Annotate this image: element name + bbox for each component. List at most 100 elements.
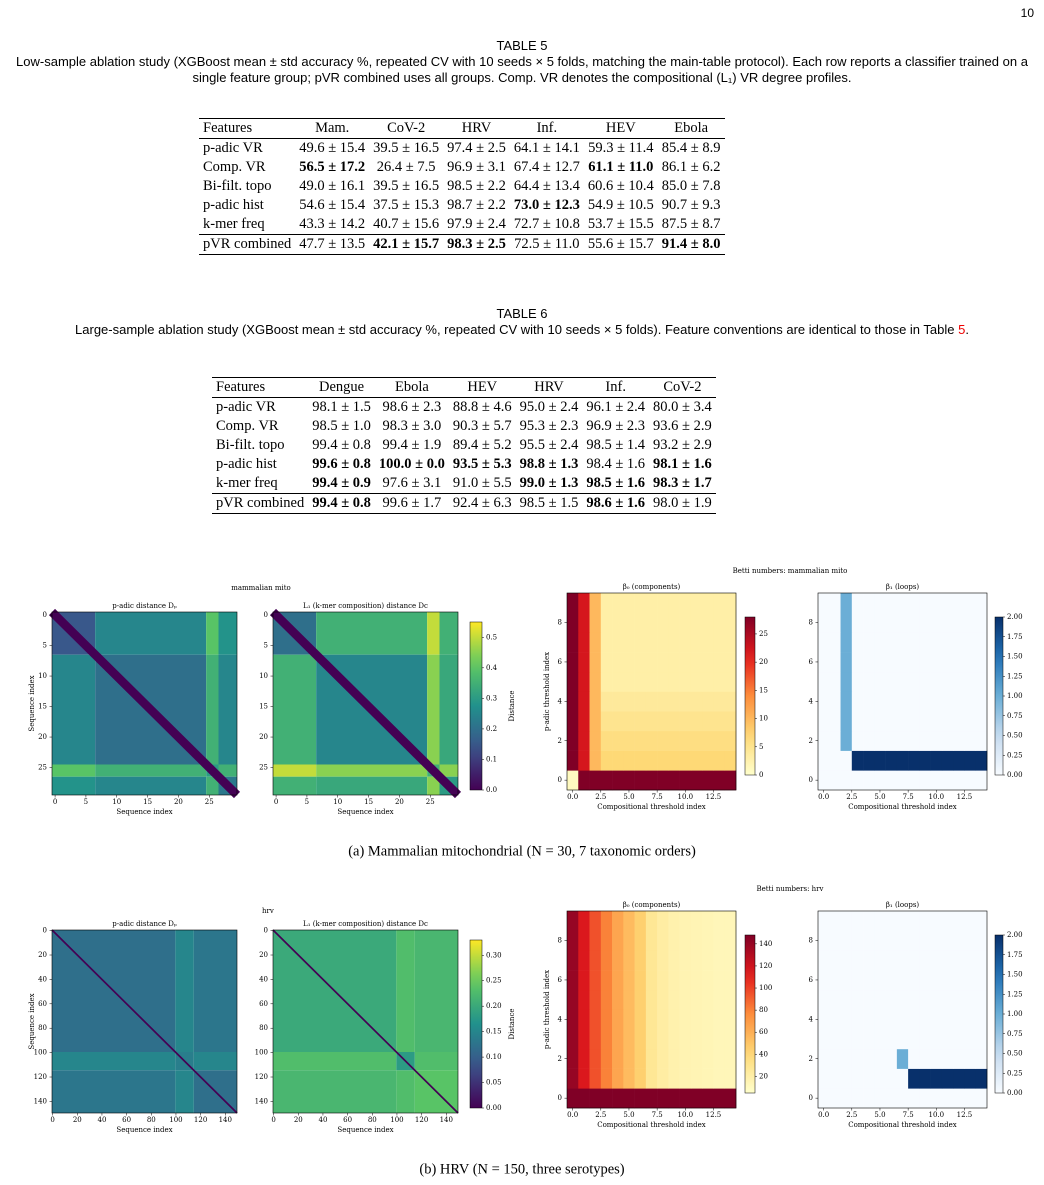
heatmap-cell <box>668 1029 680 1050</box>
row-label: Comp. VR <box>203 159 266 175</box>
cell: 85.4 ± 8.9 <box>661 140 721 156</box>
row: pVR combined 47.7 ± 13.5 42.1 ± 15.7 98.3 ±… <box>199 234 725 255</box>
heatmap-cell <box>679 1029 692 1050</box>
heatmap-cell <box>724 1009 737 1030</box>
heatmap-cell <box>818 612 830 633</box>
cell: 67.4 ± 12.7 <box>513 159 580 175</box>
heatmap-cell <box>908 671 920 692</box>
heatmap-cell <box>885 1029 898 1050</box>
heatmap-cell <box>818 770 830 791</box>
heatmap-cell <box>645 1029 658 1050</box>
heatmap-cell <box>919 970 931 991</box>
heatmap-cell <box>953 989 965 1010</box>
heatmap-cell <box>919 1029 931 1050</box>
heatmap-cell <box>896 950 909 971</box>
heatmap-cell <box>567 632 579 653</box>
x-tick-label: 100 <box>169 1116 182 1124</box>
cell: 86.1 ± 6.2 <box>661 159 721 175</box>
cell: 100.0 ± 0.0 <box>378 456 445 472</box>
heatmap-cell <box>645 730 658 751</box>
heatmap-cell <box>941 593 954 613</box>
heatmap-cell <box>975 711 988 732</box>
heatmap-cell <box>589 770 602 791</box>
heatmap-cell <box>679 750 692 771</box>
heatmap-cell <box>908 730 920 751</box>
cell: 87.5 ± 8.7 <box>661 216 721 232</box>
heatmap-cell <box>645 1068 658 1089</box>
heatmap-cell <box>908 770 920 791</box>
y-tick-label: 60 <box>38 1000 47 1008</box>
cell: 99.6 ± 1.7 <box>382 495 442 511</box>
colorbar <box>744 616 756 776</box>
heatmap-cell <box>818 632 830 653</box>
x-tick-label: 60 <box>122 1116 131 1124</box>
cell: 98.4 ± 1.6 <box>586 456 646 472</box>
y-tick-label: 2 <box>558 1055 562 1063</box>
y-tick-label: 8 <box>809 937 813 945</box>
heatmap-cell <box>829 1068 841 1089</box>
heatmap-cell <box>896 911 909 931</box>
heatmap-block <box>273 1052 397 1071</box>
heatmap-cell <box>930 750 943 771</box>
heatmap-cell <box>863 652 875 673</box>
header-cell: Features <box>216 379 266 395</box>
cell: 98.3 ± 2.5 <box>447 236 506 252</box>
heatmap-cell <box>634 1009 647 1030</box>
table-ref[interactable]: 5 <box>958 322 966 337</box>
heatmap-cell <box>634 1088 647 1109</box>
colorbar-tick-label: 0.05 <box>486 1079 502 1087</box>
x-tick-label: 5.0 <box>623 1111 634 1119</box>
colorbar-tick-label: 10 <box>759 715 768 723</box>
heatmap-cell <box>567 950 579 971</box>
heatmap-cell <box>668 911 680 931</box>
table: Features Mam. CoV-2 HRV Inf. HEV Ebola p-adic V… <box>199 118 725 255</box>
heatmap-cell <box>885 911 898 931</box>
heatmap-cell <box>964 711 977 732</box>
heatmap-cell <box>863 750 875 771</box>
axes-frame <box>817 910 988 1109</box>
x-tick-label: 10 <box>112 798 121 806</box>
heatmap-cell <box>600 930 613 951</box>
heatmap-cell <box>964 970 977 991</box>
cell: 99.6 ± 0.8 <box>312 456 371 472</box>
heatmap-cell <box>612 691 624 712</box>
heatmap-cell <box>885 750 898 771</box>
cell: 39.5 ± 16.5 <box>373 178 440 194</box>
heatmap-cell <box>818 1048 830 1069</box>
heatmap-cell <box>964 652 977 673</box>
heatmap-cell <box>908 711 920 732</box>
table: Features Dengue Ebola HEV HRV Inf. CoV-2 p-adic… <box>212 377 716 514</box>
heatmap-cell <box>930 950 943 971</box>
heatmap-cell <box>690 1048 703 1069</box>
heatmap-cell <box>919 652 931 673</box>
heatmap-cell <box>623 671 635 692</box>
header-cell: Features <box>203 120 253 136</box>
heatmap-cell <box>634 989 647 1010</box>
heatmap-cell <box>612 930 624 951</box>
colorbar-tick-label: 1.50 <box>1007 971 1023 979</box>
heatmap-cell <box>702 691 714 712</box>
x-tick-label: 10.0 <box>678 793 694 801</box>
heatmap-cell <box>668 730 680 751</box>
colorbar-tick-label: 0.50 <box>1007 732 1023 740</box>
heatmap-block <box>427 776 440 795</box>
heatmap-cell <box>829 593 841 613</box>
heatmap-cell <box>645 930 658 951</box>
heatmap-cell <box>829 930 841 951</box>
heatmap-cell <box>818 593 830 613</box>
colorbar-tick-label: 1.25 <box>1007 990 1023 998</box>
row: p-adic VR 49.6 ± 15.4 39.5 ± 16.5 97.4 ± 2.… <box>199 139 725 159</box>
heatmap-cell <box>953 711 965 732</box>
heatmap-cell <box>702 593 714 613</box>
heatmap-cell <box>657 652 669 673</box>
heatmap-cell <box>600 1029 613 1050</box>
heatmap-cell <box>919 1009 931 1030</box>
heatmap-cell <box>724 1029 737 1050</box>
colorbar-tick-label: 15 <box>759 686 768 694</box>
figure-title: hrv <box>262 907 274 915</box>
heatmap-cell <box>863 930 875 951</box>
header-cell: Ebola <box>394 379 429 395</box>
caption-text: Large-sample ablation study (XGBoost mea… <box>75 322 959 337</box>
cell: 72.7 ± 10.8 <box>513 216 580 232</box>
heatmap-cell <box>668 1088 680 1109</box>
